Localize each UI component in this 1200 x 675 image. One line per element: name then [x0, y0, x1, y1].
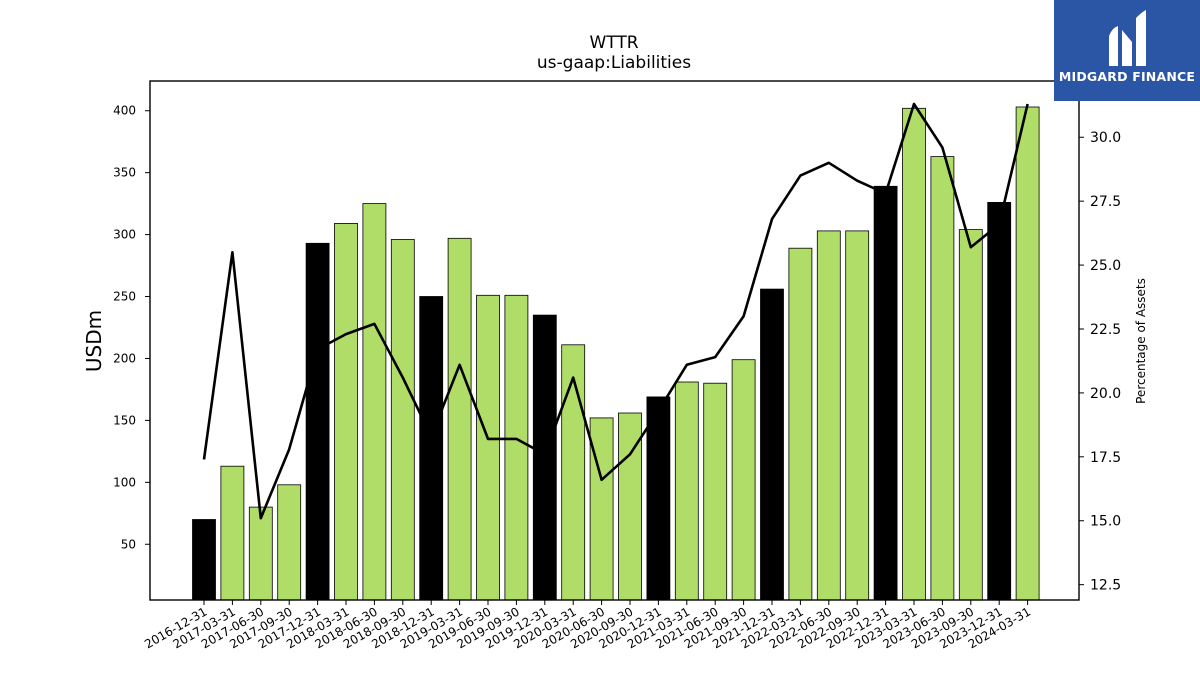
y-tick-label-right: 25.0	[1090, 258, 1121, 274]
bar-2019-09-30	[504, 294, 529, 601]
y-tick-label: 200	[113, 351, 136, 365]
bar-2020-12-31	[646, 396, 671, 601]
axes-layer: 50 100 150 200 250 300 350 400 12.5 15.0 17.5 20.0 2…	[113, 80, 1121, 651]
y-tick-label-right: 30.0	[1090, 130, 1121, 146]
bar-2021-03-31	[674, 381, 699, 601]
bar-2024-03-31	[1015, 106, 1040, 601]
bar-2022-09-30	[845, 230, 870, 601]
y-tick-label: 150	[113, 413, 136, 427]
bar-2019-06-30	[476, 294, 500, 601]
bar-2020-06-30	[589, 417, 614, 601]
chart-subtitle: us-gaap:Liabilities	[537, 53, 691, 73]
y-tick-label-right: 12.5	[1090, 578, 1121, 594]
line-layer	[202, 102, 1029, 520]
bar-2023-06-30	[930, 156, 955, 601]
bar-2017-09-30	[277, 484, 302, 601]
bar-2021-09-30	[731, 359, 756, 601]
bar-2019-12-31	[532, 314, 557, 601]
bar-2018-09-30	[390, 239, 415, 601]
bar-2018-03-31	[334, 222, 358, 601]
y-tick-label: 300	[113, 228, 136, 242]
bar-2018-06-30	[362, 203, 387, 601]
bars-layer	[192, 106, 1040, 601]
bar-2017-12-31	[305, 242, 330, 601]
logo-icon	[1109, 10, 1146, 66]
bar-2016-12-31	[192, 519, 216, 601]
bar-2023-03-31	[902, 107, 926, 601]
bar-2017-03-31	[220, 465, 245, 601]
bar-2023-12-31	[987, 201, 1012, 601]
y-axis-label-right: Percentage of Assets	[1134, 278, 1148, 404]
y-tick-label-right: 20.0	[1090, 386, 1121, 402]
y-tick-label: 350	[113, 166, 136, 180]
chart-title: WTTR	[589, 33, 638, 53]
y-tick-label-right: 27.5	[1090, 194, 1121, 210]
y-axis-label: USDm	[82, 310, 106, 372]
y-tick-label-right: 15.0	[1090, 514, 1121, 530]
plot-frame	[149, 80, 1080, 601]
bar-2017-06-30	[248, 506, 273, 601]
logo-text: MIDGARD FINANCE	[1058, 69, 1196, 84]
y-tick-label: 250	[113, 290, 136, 304]
y-tick-label: 50	[121, 537, 136, 551]
bar-2023-09-30	[958, 229, 983, 601]
y-tick-label-right: 22.5	[1090, 322, 1121, 338]
bar-2022-03-31	[788, 247, 813, 601]
percentage-line	[202, 102, 1029, 520]
bar-2018-12-31	[419, 296, 444, 601]
bar-2020-03-31	[561, 344, 586, 601]
bar-2022-06-30	[816, 230, 841, 601]
brand-logo: MIDGARD FINANCE	[1054, 0, 1200, 101]
y-tick-label: 100	[113, 475, 136, 489]
bar-2019-03-31	[447, 237, 472, 601]
bar-2021-12-31	[760, 288, 784, 601]
bar-2022-12-31	[873, 185, 898, 601]
bar-2021-06-30	[703, 382, 728, 601]
y-tick-label-right: 17.5	[1090, 450, 1121, 466]
y-tick-label: 400	[113, 104, 136, 118]
